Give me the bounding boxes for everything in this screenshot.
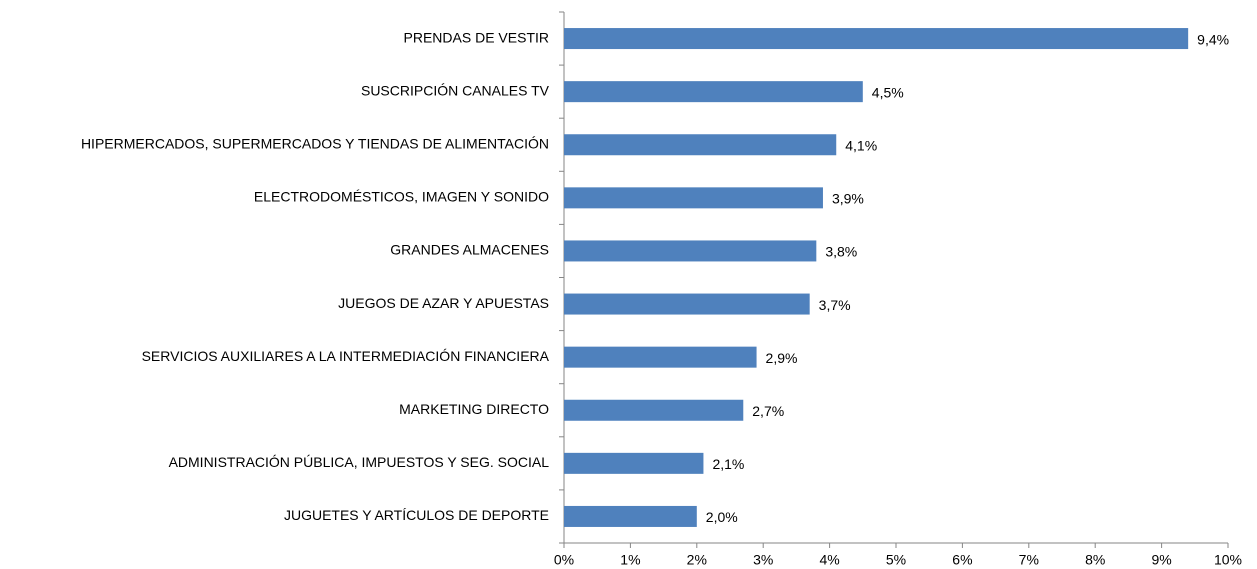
y-tick-label: JUEGOS DE AZAR Y APUESTAS — [338, 295, 549, 311]
bar — [564, 28, 1189, 50]
bar — [564, 187, 823, 209]
bar — [564, 81, 863, 103]
x-tick-label: 10% — [1214, 552, 1242, 568]
value-label: 2,9% — [766, 350, 798, 366]
bar — [564, 399, 744, 421]
value-label: 2,0% — [706, 509, 738, 525]
value-label: 3,8% — [825, 244, 857, 260]
x-tick-label: 6% — [952, 552, 972, 568]
x-tick-label: 8% — [1085, 552, 1105, 568]
y-tick-label: ELECTRODOMÉSTICOS, IMAGEN Y SONIDO — [254, 189, 549, 205]
bar — [564, 452, 704, 474]
x-tick-label: 7% — [1019, 552, 1039, 568]
y-tick-label: ADMINISTRACIÓN PÚBLICA, IMPUESTOS Y SEG.… — [169, 454, 550, 470]
x-tick-label: 1% — [620, 552, 640, 568]
y-tick-label: HIPERMERCADOS, SUPERMERCADOS Y TIENDAS D… — [81, 135, 549, 151]
bar — [564, 293, 810, 315]
value-label: 4,5% — [872, 84, 904, 100]
bar — [564, 505, 697, 527]
x-tick-label: 5% — [886, 552, 906, 568]
y-tick-label: MARKETING DIRECTO — [399, 401, 549, 417]
bar — [564, 134, 837, 156]
y-tick-label: GRANDES ALMACENES — [390, 242, 549, 258]
value-label: 3,7% — [819, 297, 851, 313]
value-label: 3,9% — [832, 191, 864, 207]
x-tick-label: 9% — [1151, 552, 1171, 568]
y-tick-label: SUSCRIPCIÓN CANALES TV — [361, 82, 550, 98]
value-label: 2,7% — [752, 403, 784, 419]
x-tick-label: 2% — [687, 552, 707, 568]
bar — [564, 346, 757, 368]
bar — [564, 240, 817, 262]
value-label: 9,4% — [1197, 31, 1229, 47]
y-tick-label: JUGUETES Y ARTÍCULOS DE DEPORTE — [284, 507, 549, 523]
value-label: 2,1% — [712, 456, 744, 472]
y-tick-label: PRENDAS DE VESTIR — [404, 29, 549, 45]
value-label: 4,1% — [845, 137, 877, 153]
y-tick-label: SERVICIOS AUXILIARES A LA INTERMEDIACIÓN… — [142, 348, 550, 364]
x-tick-label: 4% — [819, 552, 839, 568]
x-tick-label: 3% — [753, 552, 773, 568]
x-tick-label: 0% — [554, 552, 574, 568]
